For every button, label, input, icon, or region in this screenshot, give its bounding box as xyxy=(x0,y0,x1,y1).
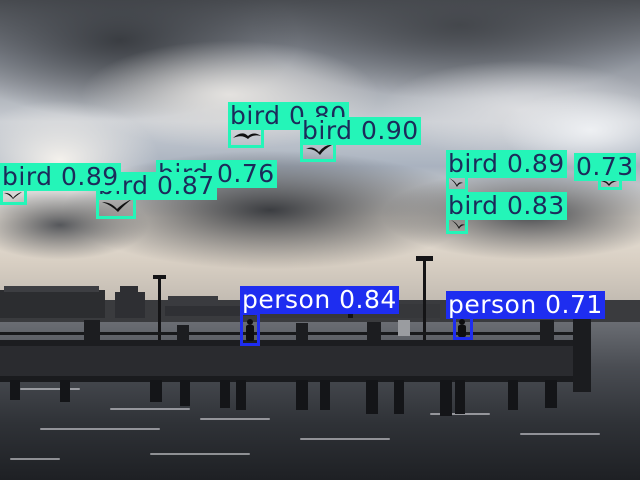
water-glint xyxy=(520,433,600,435)
water-glint xyxy=(150,453,250,455)
person-silhouette xyxy=(246,319,254,341)
detection-label-bird: bird 0.89 xyxy=(446,149,567,178)
detection-label-bird: bird 0.90 xyxy=(300,116,421,145)
detection-label-person: person 0.71 xyxy=(446,290,605,319)
bird-silhouette xyxy=(306,144,332,155)
detection-label-bird: bird 0.83 xyxy=(446,191,567,220)
sky xyxy=(0,0,640,320)
person-silhouette xyxy=(458,319,466,337)
detection-label-person: person 0.84 xyxy=(240,285,399,314)
detection-label-bird: bird 0.89 xyxy=(0,162,121,191)
water-glint xyxy=(200,418,270,420)
water-glint xyxy=(300,438,390,440)
bird-silhouette xyxy=(233,133,261,139)
bird-silhouette xyxy=(601,180,617,186)
water-glint xyxy=(20,388,80,390)
water-glint xyxy=(110,408,190,410)
water-glint xyxy=(40,428,160,430)
bird-silhouette xyxy=(449,178,463,187)
detection-label-bird: 0.73 xyxy=(574,152,636,181)
water-glint xyxy=(10,458,60,460)
detection-box-person xyxy=(240,312,260,346)
bird-silhouette xyxy=(102,199,132,212)
bird-silhouette xyxy=(4,192,22,199)
bird-silhouette xyxy=(451,220,465,229)
